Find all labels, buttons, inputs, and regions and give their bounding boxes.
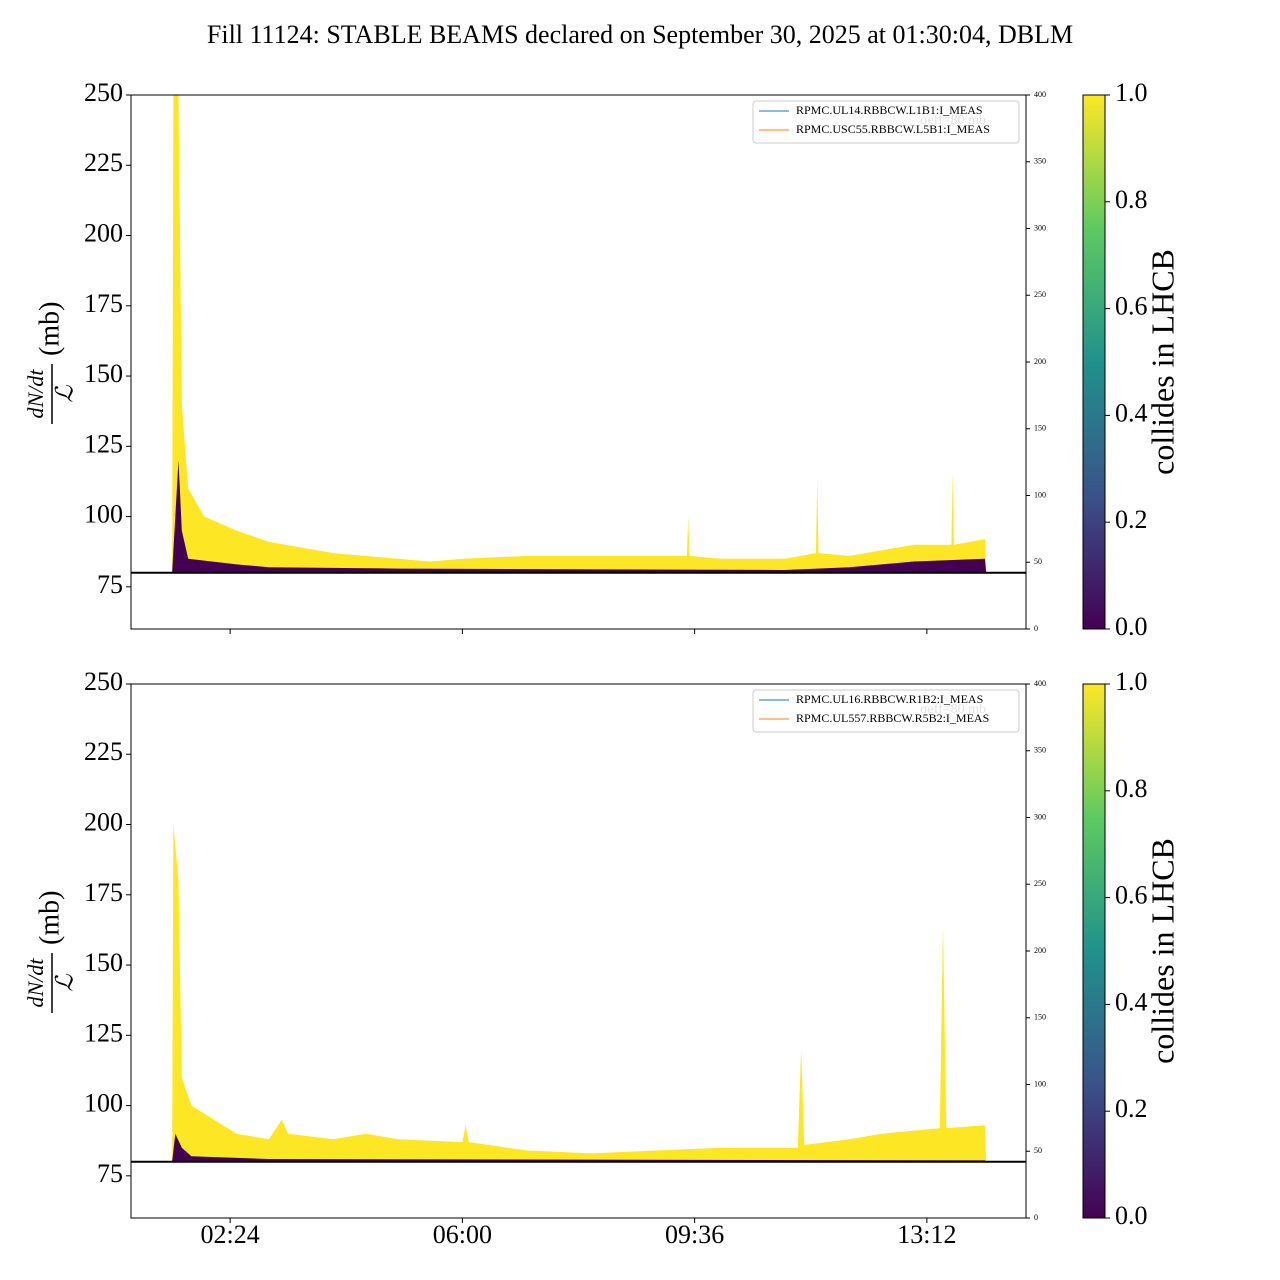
x-tick-label: 06:00 [433,1220,492,1249]
y-tick-label: 150 [84,359,123,388]
colorbar-tick-label: 0.8 [1115,185,1148,214]
y-tick-label: 200 [84,807,123,836]
y2-tick-label: 0 [1034,624,1038,633]
colorbar-label: collides in LHCB [1144,249,1180,475]
colorbar-label: collides in LHCB [1144,838,1180,1064]
colorbar-tick-label: 0.2 [1115,505,1148,534]
y-tick-label: 175 [84,878,123,907]
legend-label: RPMC.UL557.RBBCW.R5B2:I_MEAS [796,711,989,725]
legend-label: RPMC.USC55.RBBCW.L5B1:I_MEAS [796,122,990,136]
y-tick-label: 125 [84,429,123,458]
colorbar-tick-label: 0.8 [1115,774,1148,803]
y-tick-label: 75 [97,570,123,599]
envelope-area [172,824,987,1162]
x-tick-label: 09:36 [665,1220,724,1249]
y-tick-label: 150 [84,948,123,977]
y-tick-label: 225 [84,148,123,177]
y-label-numerator: dN/dt [23,958,48,1008]
y-label-denominator: ℒ [53,974,79,992]
y2-tick-label: 50 [1034,557,1042,566]
chart-title: Fill 11124: STABLE BEAMS declared on Sep… [207,20,1073,49]
y-tick-label: 100 [84,1089,123,1118]
colorbar-tick-label: 0.0 [1115,1201,1148,1230]
y-tick-label: 75 [97,1159,123,1188]
y-label-unit: (mb) [34,891,65,945]
y-tick-label: 250 [84,78,123,107]
x-tick-label: 13:12 [897,1220,956,1249]
legend-label: RPMC.UL14.RBBCW.L1B1:I_MEAS [796,103,983,117]
envelope-area [172,1133,987,1162]
colorbar-tick-label: 0.2 [1115,1094,1148,1123]
y-tick-label: 175 [84,289,123,318]
y2-tick-label: 300 [1034,812,1046,821]
colorbar-tick-label: 0.6 [1115,292,1148,321]
y-label-unit: (mb) [34,302,65,356]
y-label-numerator: dN/dt [23,369,48,419]
y-tick-label: 225 [84,737,123,766]
y2-tick-label: 300 [1034,223,1046,232]
y2-tick-label: 350 [1034,157,1046,166]
y2-tick-label: 250 [1034,290,1046,299]
y-tick-label: 100 [84,500,123,529]
y2-tick-label: 50 [1034,1146,1042,1155]
legend-box [752,689,1020,733]
y2-tick-label: 100 [1034,490,1046,499]
colorbar-tick-label: 1.0 [1115,667,1148,696]
y-axis-label: dN/dt ℒ (mb) [23,891,79,1013]
colorbar-tick-label: 0.6 [1115,881,1148,910]
y-axis-label: dN/dt ℒ (mb) [23,302,79,424]
y2-tick-label: 0 [1034,1213,1038,1222]
colorbar-tick-label: 0.4 [1115,398,1148,427]
colorbar [1082,94,1106,630]
y2-tick-label: 200 [1034,357,1046,366]
y2-tick-label: 350 [1034,746,1046,755]
y2-tick-label: 400 [1034,90,1046,99]
y-label-denominator: ℒ [53,385,79,403]
legend-label: RPMC.UL16.RBBCW.R1B2:I_MEAS [796,692,983,706]
x-tick-label: 02:24 [201,1220,260,1249]
y2-tick-label: 250 [1034,879,1046,888]
colorbar-tick-label: 0.0 [1115,612,1148,641]
y2-tick-label: 400 [1034,679,1046,688]
y-tick-label: 200 [84,218,123,247]
y-tick-label: 250 [84,667,123,696]
y2-tick-label: 150 [1034,1013,1046,1022]
legend-box [752,100,1020,144]
y2-tick-label: 100 [1034,1079,1046,1088]
y2-tick-label: 150 [1034,424,1046,433]
y2-tick-label: 200 [1034,946,1046,955]
y-tick-label: 125 [84,1018,123,1047]
envelope-area [172,95,987,573]
colorbar [1082,683,1106,1219]
colorbar-tick-label: 1.0 [1115,78,1148,107]
colorbar-tick-label: 0.4 [1115,987,1148,1016]
